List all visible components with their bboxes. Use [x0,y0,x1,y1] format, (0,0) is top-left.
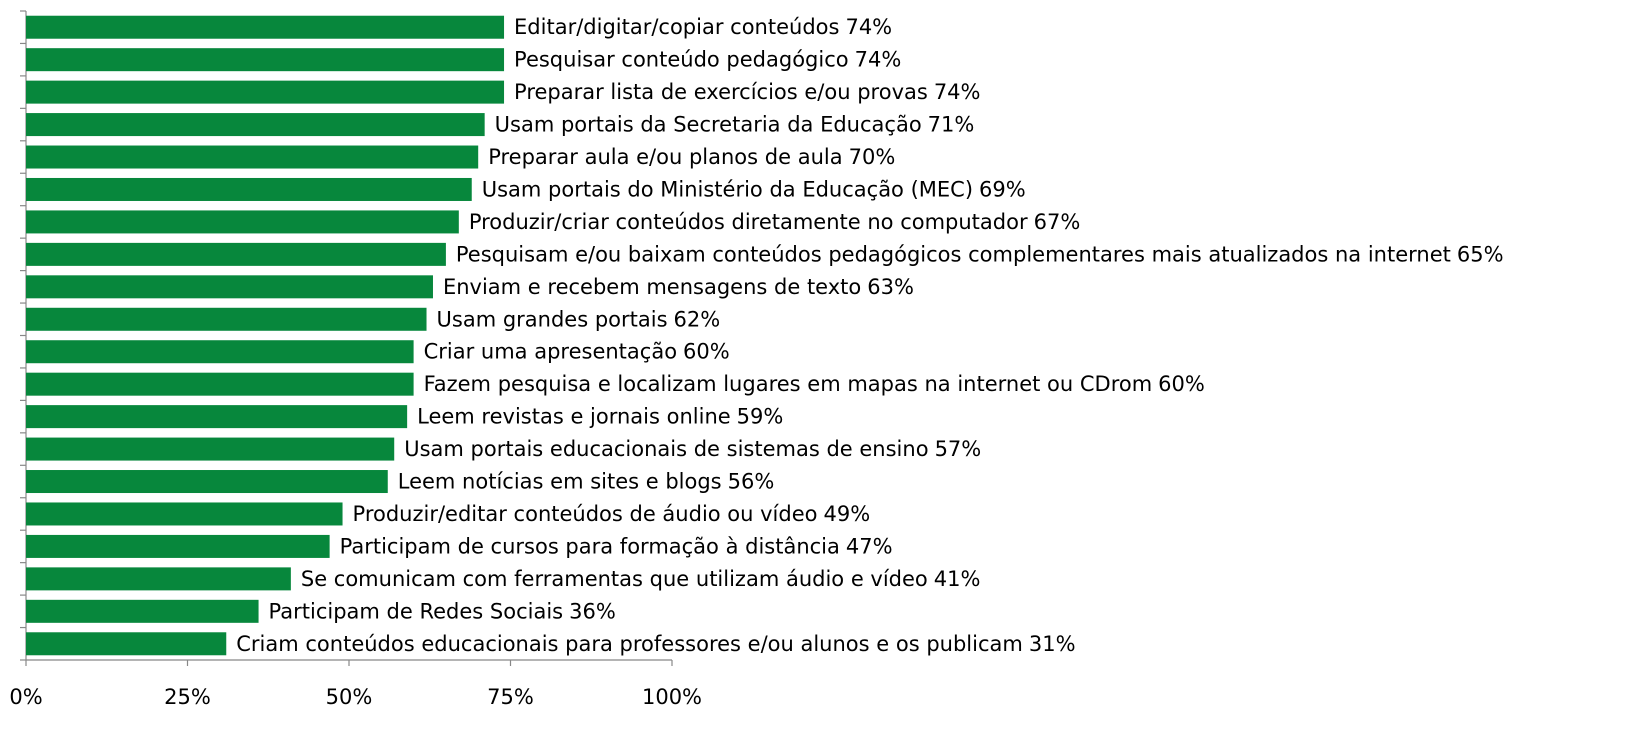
value-label: 70% [849,145,896,169]
x-tick-label: 0% [9,685,42,709]
category-label: Fazem pesquisa e localizam lugares em ma… [424,372,1153,396]
value-label: 57% [935,437,982,461]
value-label: 65% [1457,242,1504,266]
bar [26,437,395,461]
value-label: 60% [683,340,730,364]
value-label: 69% [979,177,1026,201]
bar [26,632,227,656]
bar [26,599,259,623]
category-label: Preparar lista de exercícios e/ou provas [514,80,928,104]
bar-label: Participam de Redes Sociais 36% [269,599,616,623]
bar-label: Criam conteúdos educacionais para profes… [236,632,1075,656]
bar-label: Pesquisar conteúdo pedagógico 74% [514,48,901,72]
category-label: Usam portais da Secretaria da Educação [495,113,922,137]
bar [26,242,446,266]
bar-label: Preparar lista de exercícios e/ou provas… [514,80,980,104]
bar [26,210,459,234]
bar [26,405,408,429]
value-label: 47% [846,534,893,558]
bar-label: Editar/digitar/copiar conteúdos 74% [514,15,892,39]
x-tick-label: 100% [642,685,702,709]
value-label: 60% [1158,372,1205,396]
bar-label: Leem notícias em sites e blogs 56% [398,470,775,494]
bar-label: Se comunicam com ferramentas que utiliza… [301,567,981,591]
bar [26,340,414,364]
bar-label: Criar uma apresentação 60% [424,340,730,364]
category-label: Se comunicam com ferramentas que utiliza… [301,567,928,591]
bar-label: Preparar aula e/ou planos de aula 70% [488,145,895,169]
value-label: 74% [855,48,902,72]
value-label: 41% [934,567,981,591]
bar [26,502,343,526]
category-label: Produzir/criar conteúdos diretamente no … [469,210,1028,234]
bar [26,534,330,558]
bar-label: Leem revistas e jornais online 59% [417,405,783,429]
value-label: 49% [824,502,871,526]
bar-label: Usam grandes portais 62% [437,307,721,331]
value-label: 74% [934,80,981,104]
bar [26,48,505,72]
value-label: 71% [928,113,975,137]
bar [26,470,388,494]
category-label: Leem notícias em sites e blogs [398,470,722,494]
bar-label: Usam portais da Secretaria da Educação 71… [495,113,975,137]
bar [26,307,427,331]
category-label: Criar uma apresentação [424,340,677,364]
category-label: Participam de Redes Sociais [269,599,564,623]
category-label: Preparar aula e/ou planos de aula [488,145,842,169]
value-label: 59% [737,405,784,429]
value-label: 56% [728,470,775,494]
category-label: Participam de cursos para formação à dis… [340,534,840,558]
value-label: 63% [867,275,914,299]
category-label: Usam grandes portais [437,307,668,331]
bar-label: Enviam e recebem mensagens de texto 63% [443,275,914,299]
bar [26,145,479,169]
bar-label: Participam de cursos para formação à dis… [340,534,893,558]
category-label: Editar/digitar/copiar conteúdos [514,15,839,39]
category-label: Pesquisar conteúdo pedagógico [514,48,849,72]
bar-label: Produzir/editar conteúdos de áudio ou ví… [353,502,871,526]
category-label: Enviam e recebem mensagens de texto [443,275,861,299]
bar-label: Usam portais do Ministério da Educação (… [482,177,1026,201]
x-tick-label: 75% [487,685,534,709]
bar-label: Pesquisam e/ou baixam conteúdos pedagógi… [456,242,1504,266]
bar [26,372,414,396]
category-label: Usam portais educacionais de sistemas de… [404,437,928,461]
bar [26,113,485,137]
category-label: Leem revistas e jornais online [417,405,731,429]
bar [26,275,433,299]
x-tick-label: 25% [164,685,211,709]
bar-label: Produzir/criar conteúdos diretamente no … [469,210,1080,234]
bar [26,567,291,591]
value-label: 67% [1034,210,1081,234]
x-tick-label: 50% [326,685,373,709]
category-label: Produzir/editar conteúdos de áudio ou ví… [353,502,818,526]
value-label: 74% [845,15,892,39]
bar [26,15,505,39]
bar-label: Usam portais educacionais de sistemas de… [404,437,981,461]
bar [26,80,505,104]
value-label: 31% [1029,632,1076,656]
category-label: Criam conteúdos educacionais para profes… [236,632,1023,656]
category-label: Pesquisam e/ou baixam conteúdos pedagógi… [456,242,1451,266]
value-label: 62% [674,307,721,331]
value-label: 36% [569,599,616,623]
bar [26,177,472,201]
category-label: Usam portais do Ministério da Educação (… [482,177,973,201]
bar-label: Fazem pesquisa e localizam lugares em ma… [424,372,1205,396]
